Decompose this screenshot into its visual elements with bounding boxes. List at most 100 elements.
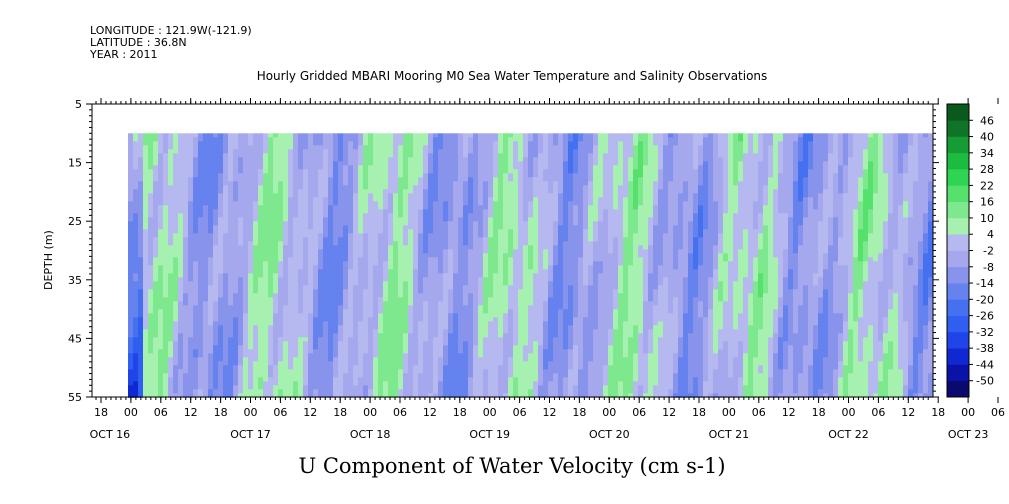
heatmap-cell [173, 145, 179, 150]
heatmap-cell [293, 141, 299, 146]
heatmap-cell [208, 317, 214, 322]
heatmap-cell [333, 249, 339, 254]
heatmap-cell [358, 389, 364, 394]
heatmap-cell [233, 341, 239, 346]
heatmap-cell [173, 169, 179, 174]
heatmap-cell [128, 197, 134, 202]
heatmap-cell [423, 169, 429, 174]
heatmap-cell [323, 185, 329, 190]
heatmap-cell [263, 257, 269, 262]
heatmap-cell [418, 245, 424, 250]
heatmap-cell [128, 333, 134, 338]
heatmap-cell [318, 349, 324, 354]
heatmap-cell [278, 285, 284, 290]
heatmap-cell [178, 153, 184, 158]
heatmap-cell [223, 369, 229, 374]
heatmap-cell [263, 145, 269, 150]
heatmap-cell [343, 321, 349, 326]
heatmap-cell [278, 325, 284, 330]
heatmap-cell [248, 209, 254, 214]
heatmap-cell [223, 173, 229, 178]
heatmap-cell [148, 337, 154, 342]
heatmap-cell [448, 321, 454, 326]
heatmap-cell [218, 137, 224, 142]
heatmap-cell [438, 265, 444, 270]
heatmap-cell [448, 253, 454, 258]
heatmap-cell [178, 345, 184, 350]
heatmap-cell [323, 193, 329, 198]
heatmap-cell [363, 325, 369, 330]
heatmap-cell [343, 181, 349, 186]
heatmap-cell [238, 249, 244, 254]
heatmap-cell [273, 181, 279, 186]
heatmap-cell [408, 257, 414, 262]
heatmap-cell [188, 361, 194, 366]
heatmap-cell [328, 305, 334, 310]
heatmap-cell [423, 337, 429, 342]
heatmap-cell [268, 313, 274, 318]
heatmap-cell [373, 169, 379, 174]
heatmap-cell [453, 285, 459, 290]
heatmap-cell [218, 373, 224, 378]
heatmap-cell [213, 345, 219, 350]
heatmap-cell [473, 221, 479, 226]
heatmap-cell [138, 317, 144, 322]
heatmap-cell [333, 161, 339, 166]
heatmap-cell [488, 157, 494, 162]
heatmap-cell [468, 369, 474, 374]
heatmap-cell [363, 353, 369, 358]
heatmap-cell [503, 165, 509, 170]
heatmap-cell [313, 341, 319, 346]
heatmap-cell [423, 173, 429, 178]
heatmap-cell [398, 189, 404, 194]
heatmap-cell [303, 305, 309, 310]
heatmap-cell [313, 189, 319, 194]
heatmap-cell [133, 253, 139, 258]
heatmap-cell [243, 229, 249, 234]
heatmap-cell [488, 169, 494, 174]
heatmap-cell [183, 393, 189, 398]
heatmap-cell [483, 337, 489, 342]
heatmap-cell [243, 361, 249, 366]
heatmap-cell [308, 249, 314, 254]
heatmap-cell [283, 233, 289, 238]
heatmap-cell [208, 137, 214, 142]
heatmap-cell [188, 393, 194, 398]
heatmap-cell [483, 305, 489, 310]
heatmap-cell [498, 157, 504, 162]
heatmap-cell [148, 301, 154, 306]
heatmap-cell [233, 241, 239, 246]
heatmap-cell [158, 377, 164, 382]
heatmap-cell [423, 369, 429, 374]
heatmap-cell [493, 225, 499, 230]
heatmap-cell [343, 241, 349, 246]
heatmap-cell [468, 237, 474, 242]
heatmap-cell [458, 269, 464, 274]
heatmap-cell [368, 145, 374, 150]
heatmap-cell [143, 373, 149, 378]
heatmap-cell [278, 377, 284, 382]
heatmap-cell [458, 285, 464, 290]
heatmap-cell [313, 257, 319, 262]
heatmap-cell [298, 281, 304, 286]
heatmap-cell [478, 149, 484, 154]
heatmap-cell [453, 389, 459, 394]
heatmap-cell [398, 241, 404, 246]
heatmap-cell [323, 221, 329, 226]
heatmap-cell [168, 393, 174, 398]
heatmap-cell [298, 317, 304, 322]
heatmap-cell [328, 381, 334, 386]
heatmap-cell [228, 137, 234, 142]
heatmap-cell [143, 357, 149, 362]
heatmap-cell [278, 245, 284, 250]
heatmap-cell [298, 229, 304, 234]
heatmap-cell [223, 137, 229, 142]
heatmap-cell [183, 185, 189, 190]
heatmap-cell [263, 289, 269, 294]
heatmap-cell [483, 189, 489, 194]
heatmap-cell [308, 317, 314, 322]
heatmap-cell [223, 393, 229, 398]
heatmap-cell [308, 169, 314, 174]
heatmap-cell [463, 149, 469, 154]
heatmap-cell [163, 149, 169, 154]
